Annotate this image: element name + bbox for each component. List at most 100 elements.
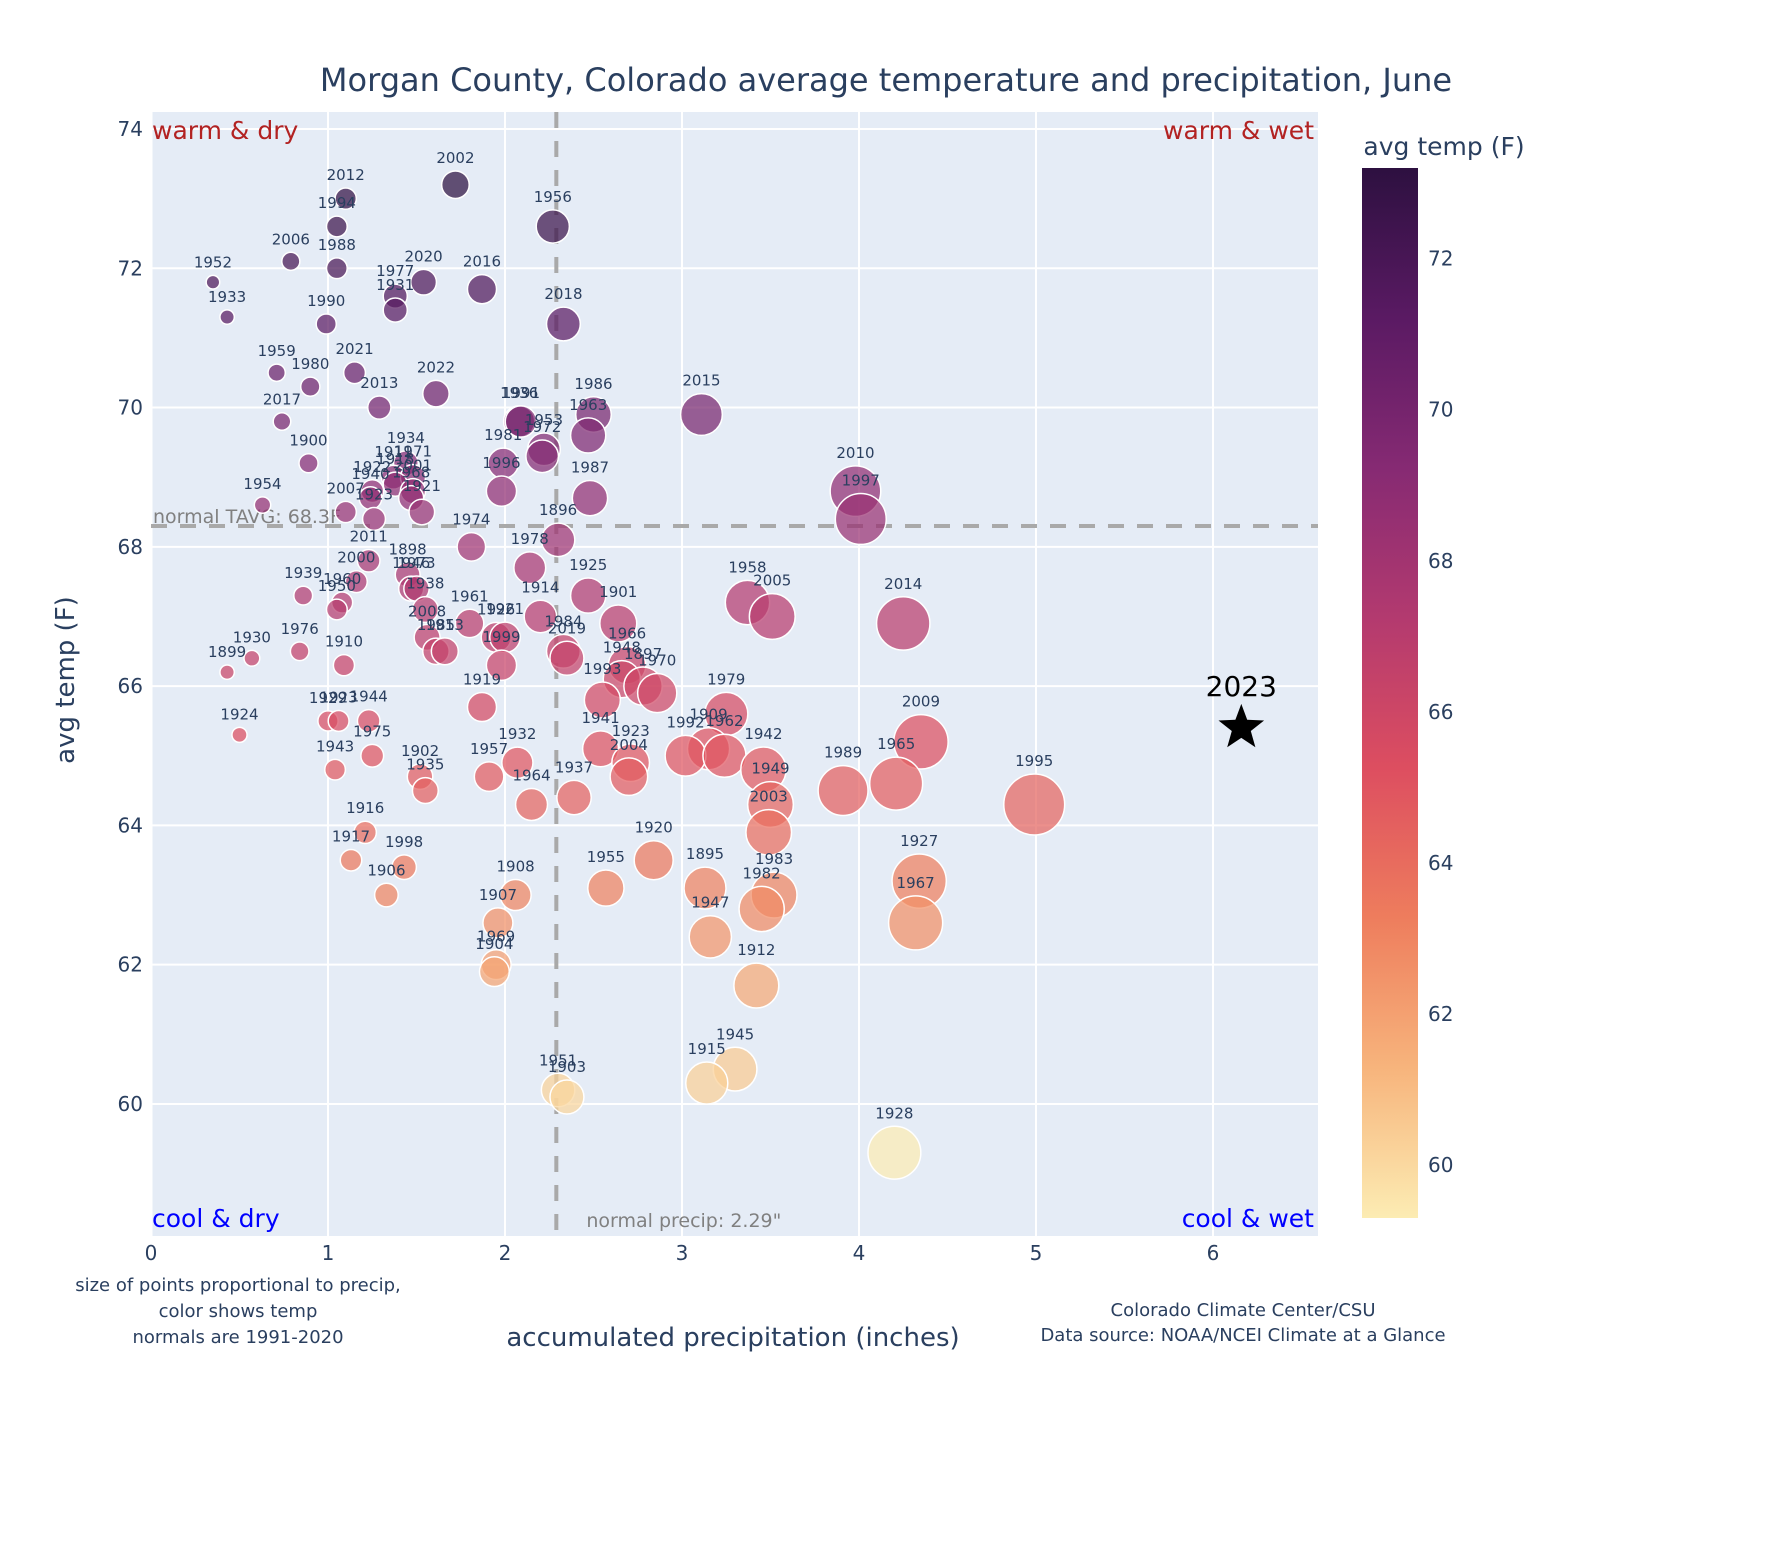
- point-label: 1946: [392, 554, 430, 572]
- point-label: 1987: [571, 458, 609, 476]
- data-point: [875, 596, 931, 651]
- point-label: 1931: [376, 276, 414, 294]
- quadrant-label-warm-wet: warm & wet: [1163, 116, 1314, 145]
- colorbar-title: avg temp (F): [1363, 132, 1524, 161]
- data-point: [482, 907, 514, 939]
- point-label: 1934: [387, 429, 425, 447]
- point-label: 1978: [511, 530, 549, 548]
- data-point: [569, 417, 607, 454]
- size-note: size of points proportional to precip,: [75, 1275, 401, 1296]
- x-tick-label: 3: [676, 1241, 689, 1265]
- point-label: 1916: [346, 799, 384, 817]
- point-label: 1961: [451, 587, 489, 605]
- point-label: 1925: [569, 556, 607, 574]
- data-point: [315, 313, 338, 335]
- data-point: [356, 708, 381, 733]
- colorbar-tick-label: 64: [1428, 851, 1453, 875]
- data-point: [569, 577, 607, 614]
- point-label: 1917: [332, 827, 370, 845]
- point-label: 1935: [406, 756, 444, 774]
- data-point: [583, 681, 622, 719]
- y-tick-label: 70: [118, 396, 143, 420]
- point-label: 1921: [403, 477, 441, 495]
- point-label: 2004: [610, 736, 648, 754]
- data-point: [298, 452, 319, 474]
- data-point: [332, 653, 356, 677]
- data-point: [688, 914, 733, 959]
- point-label: 1942: [744, 725, 782, 743]
- point-label: 1913: [426, 616, 464, 634]
- point-label: 1980: [291, 355, 329, 373]
- x-tick-label: 5: [1030, 1241, 1043, 1265]
- data-point: [454, 608, 485, 639]
- highlight-label: 2023: [1206, 670, 1277, 703]
- data-point: [281, 251, 301, 272]
- point-label: 1932: [498, 725, 536, 743]
- data-point: [485, 649, 518, 682]
- credit-line-1: Colorado Climate Center/CSU: [1111, 1300, 1376, 1321]
- data-point: [868, 756, 924, 811]
- x-tick-label: 4: [853, 1241, 866, 1265]
- colorbar-tick-label: 60: [1428, 1153, 1453, 1177]
- credit-line-2: Data source: NOAA/NCEI Climate at a Glan…: [1040, 1325, 1445, 1346]
- data-point: [391, 854, 418, 881]
- point-label: 1907: [479, 886, 517, 904]
- point-label: 1981: [484, 426, 522, 444]
- data-point: [382, 297, 409, 323]
- data-point: [440, 170, 470, 200]
- data-point: [834, 492, 887, 546]
- point-label: 1962: [705, 712, 743, 730]
- point-label: 1896: [539, 501, 577, 519]
- x-tick-label: 2: [499, 1241, 512, 1265]
- point-label: 1911: [374, 443, 412, 461]
- data-point: [219, 664, 236, 681]
- chart-title: Morgan County, Colorado average temperat…: [320, 61, 1452, 99]
- point-label: 1927: [900, 832, 938, 850]
- point-label: 1951: [539, 1051, 577, 1069]
- point-label: 1971: [394, 443, 432, 461]
- point-label: 1977: [376, 262, 414, 280]
- point-label: 1918: [376, 450, 414, 468]
- point-label: 1952: [194, 253, 232, 271]
- point-label: 1923: [612, 722, 650, 740]
- x-tick-label: 1: [322, 1241, 335, 1265]
- data-point: [334, 500, 358, 524]
- point-label: 2022: [417, 358, 455, 376]
- normal-temp-label: normal TAVG: 68.3F: [153, 506, 341, 528]
- data-point: [243, 649, 261, 667]
- point-label: 1999: [482, 628, 520, 646]
- point-label: 1957: [470, 740, 508, 758]
- point-label: 2018: [544, 285, 582, 303]
- y-tick-label: 72: [118, 256, 143, 280]
- data-point: [523, 599, 558, 634]
- data-point: [373, 882, 399, 908]
- point-label: 1926: [477, 600, 515, 618]
- point-label: 2014: [884, 575, 922, 593]
- data-point: [633, 839, 674, 881]
- data-point: [683, 866, 727, 910]
- data-point: [272, 411, 292, 432]
- data-point: [664, 734, 707, 777]
- point-label: 1972: [523, 418, 561, 436]
- point-label: 2017: [263, 391, 301, 409]
- point-label: 1990: [307, 292, 345, 310]
- colorbar-tick-label: 70: [1428, 398, 1453, 422]
- point-label: 1996: [482, 454, 520, 472]
- data-point: [685, 1061, 729, 1105]
- point-label: 1969: [477, 928, 515, 946]
- data-point: [679, 392, 724, 437]
- data-point: [501, 746, 534, 780]
- quadrant-labels: warm & dry warm & wet cool & dry cool & …: [152, 116, 1314, 1233]
- point-label: 1941: [581, 709, 619, 727]
- data-point: [545, 306, 582, 342]
- y-tick-label: 60: [118, 1092, 143, 1116]
- data-point: [327, 709, 350, 733]
- x-tick-label: 6: [1207, 1241, 1220, 1265]
- point-label: 1904: [475, 935, 513, 953]
- x-axis-title: accumulated precipitation (inches): [506, 1323, 959, 1353]
- point-label: 1944: [350, 688, 388, 706]
- point-label: 2008: [408, 602, 446, 620]
- data-point: [535, 209, 571, 244]
- data-point: [466, 273, 498, 305]
- data-point: [549, 640, 585, 676]
